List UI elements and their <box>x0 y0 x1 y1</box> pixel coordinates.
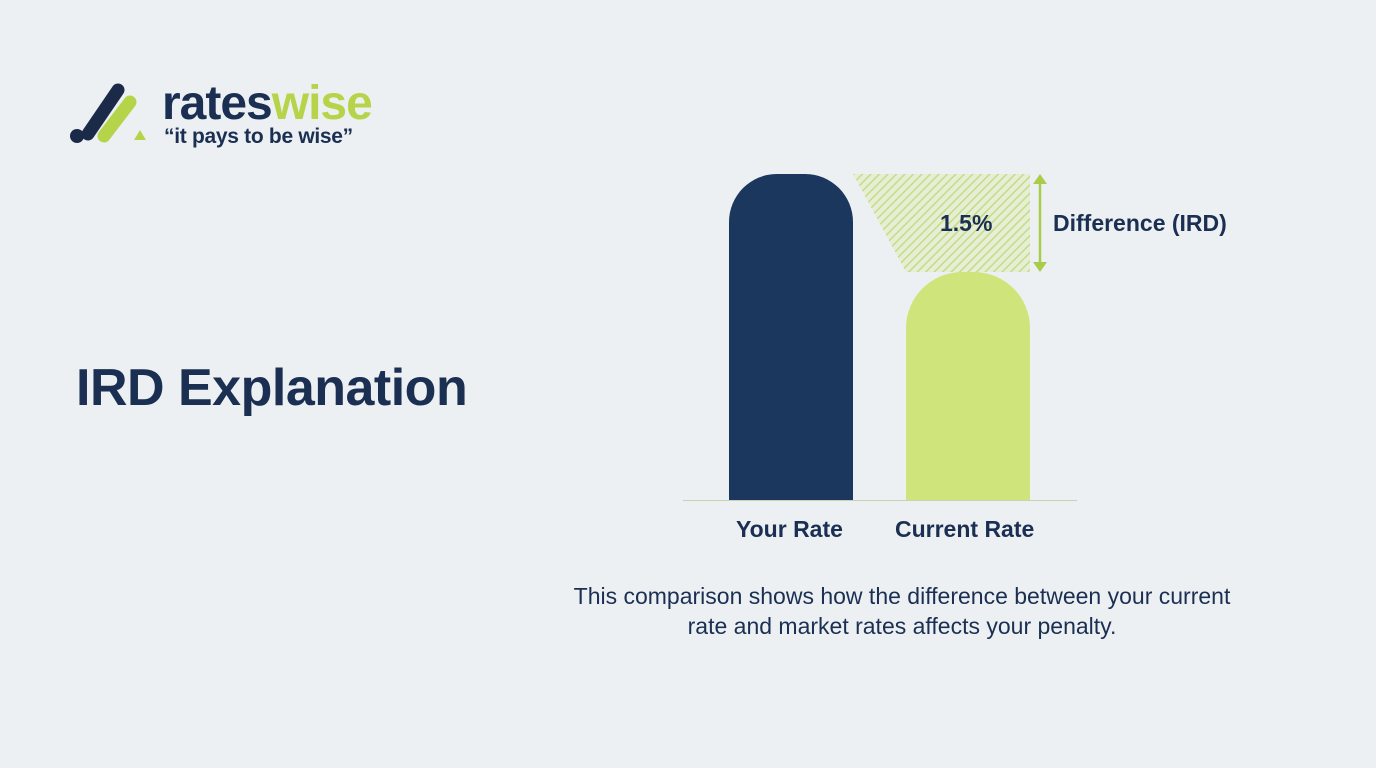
difference-hatch-area <box>853 174 1047 272</box>
brand-part-rates: rates <box>162 77 273 130</box>
rateswise-logo: rateswise “it pays to be wise” <box>68 78 428 158</box>
double-arrow-icon <box>1033 174 1047 272</box>
difference-value: 1.5% <box>940 210 993 236</box>
brand-name: rateswise <box>162 77 373 130</box>
page-title: IRD Explanation <box>76 359 468 417</box>
x-label-current-rate: Current Rate <box>895 516 1035 542</box>
brand-part-wise: wise <box>271 77 373 130</box>
chart-caption: This comparison shows how the difference… <box>573 583 1231 639</box>
bar-your-rate <box>729 174 853 501</box>
tagline: “it pays to be wise” <box>164 125 353 148</box>
difference-label: Difference (IRD) <box>1053 210 1227 236</box>
logo-mark-icon <box>70 83 146 143</box>
x-label-your-rate: Your Rate <box>736 516 843 542</box>
chart-baseline <box>683 500 1077 501</box>
bar-current-rate <box>906 272 1030 501</box>
